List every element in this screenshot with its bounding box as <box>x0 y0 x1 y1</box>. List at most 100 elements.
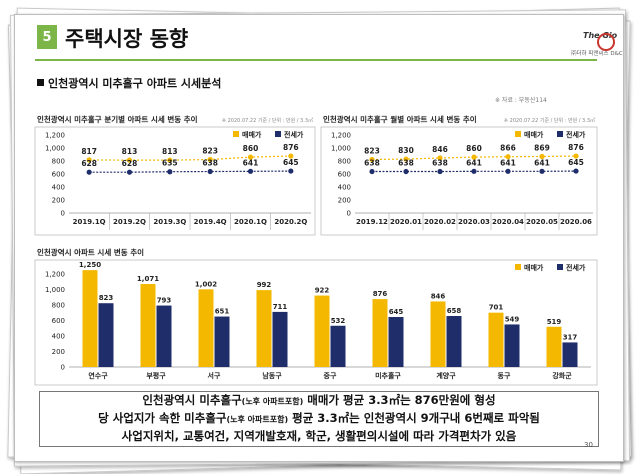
data-label: 628 <box>122 159 138 168</box>
data-label: 641 <box>500 158 516 167</box>
bar-sale <box>372 299 388 367</box>
data-label: 641 <box>243 158 259 167</box>
data-label: 638 <box>202 159 218 168</box>
x-tick-label: 계양구 <box>436 371 456 380</box>
legend-label-sale: 매매가 <box>524 130 544 139</box>
bar-data-label: 532 <box>331 317 346 325</box>
logo-subtitle: ㈜더하 피앤씨스 D&C <box>571 51 623 57</box>
y-tick-label: 1,200 <box>331 132 351 140</box>
data-label: 813 <box>162 147 178 156</box>
data-label: 813 <box>122 147 138 156</box>
x-tick-label: 2020.1Q <box>234 218 267 226</box>
bar-data-label: 658 <box>447 307 462 315</box>
data-label: 860 <box>243 144 259 153</box>
x-tick-label: 미추홀구 <box>375 371 401 380</box>
x-tick-label: 2019.3Q <box>153 218 186 226</box>
x-tick-label: 남동구 <box>262 371 282 380</box>
data-point-sale <box>369 156 375 163</box>
bar-sale <box>256 290 272 367</box>
page-number: 30 <box>584 441 593 449</box>
bar-data-label: 549 <box>505 315 520 323</box>
x-tick-label: 2020.04 <box>492 218 524 226</box>
logo-ring-icon <box>597 33 615 51</box>
data-point-sale <box>437 155 443 161</box>
data-point-sale <box>471 154 477 160</box>
data-point-sale <box>505 154 511 160</box>
data-point-jeonse <box>288 168 294 174</box>
data-label: 866 <box>500 144 516 153</box>
section-subtitle-text: 인천광역시 미추홀구 아파트 시세분석 <box>48 77 222 90</box>
bar-data-label: 1,002 <box>195 280 217 288</box>
x-tick-label: 동구 <box>498 372 511 380</box>
data-point-sale <box>167 157 173 163</box>
y-tick-label: 800 <box>52 302 65 310</box>
legend-swatch-jeonse <box>275 131 281 137</box>
bar-sale <box>198 289 214 367</box>
data-point-jeonse <box>126 169 133 175</box>
bar-jeonse <box>214 316 230 367</box>
chart-title-monthly: 인천광역시 미추홀구 월별 아파트 시세 변동 추이 <box>323 114 477 124</box>
data-label: 846 <box>432 145 448 154</box>
x-tick-label: 2019.12 <box>356 218 388 226</box>
data-point-jeonse <box>539 168 545 174</box>
summary-box: 인천광역시 미추홀구(노후 아파트포함) 매매가 평균 3.3㎡는 876만원에… <box>39 391 599 447</box>
x-tick-label: 연수구 <box>88 371 108 380</box>
data-point-sale <box>86 157 92 163</box>
y-tick-label: 0 <box>61 210 65 218</box>
data-point-sale <box>403 156 409 162</box>
data-point-jeonse <box>403 168 409 175</box>
legend-label-sale: 매매가 <box>242 130 262 139</box>
data-point-jeonse <box>207 168 213 175</box>
data-point-sale <box>126 157 133 163</box>
bar-data-label: 519 <box>547 318 562 326</box>
y-tick-label: 200 <box>52 197 65 205</box>
legend-label-jeonse: 전세가 <box>566 130 586 139</box>
section-number-badge: 5 <box>37 25 57 49</box>
legend-swatch-sale <box>233 131 239 137</box>
chart-note-quarterly: ※ 2020.07.22 기준 / 단위 : 만원 / 3.3㎡ <box>222 117 313 124</box>
x-tick-label: 2020.03 <box>458 218 490 226</box>
data-point-jeonse <box>86 169 92 175</box>
legend-label-sale: 매매가 <box>524 263 544 272</box>
bar-sale <box>314 295 330 367</box>
data-point-sale <box>539 153 545 160</box>
bar-data-label: 876 <box>373 290 388 298</box>
data-label: 638 <box>432 159 448 168</box>
y-tick-label: 1,000 <box>331 145 351 153</box>
page-title: 주택시장 동향 <box>65 27 189 51</box>
y-tick-label: 1,200 <box>45 132 65 140</box>
data-label: 628 <box>81 159 97 168</box>
bar-sale <box>546 326 562 367</box>
y-tick-label: 400 <box>338 184 351 192</box>
data-label: 876 <box>568 143 584 152</box>
x-tick-label: 2020.01 <box>390 218 422 226</box>
y-tick-label: 200 <box>338 197 351 205</box>
bar-sale <box>82 270 98 367</box>
bar-sale <box>140 283 156 367</box>
y-tick-label: 600 <box>52 171 65 179</box>
x-tick-label: 2020.02 <box>424 218 456 226</box>
legend-swatch-sale <box>515 131 521 137</box>
bar-jeonse <box>446 316 462 367</box>
y-tick-label: 200 <box>52 348 65 356</box>
bar-data-label: 711 <box>273 303 288 311</box>
data-label: 817 <box>81 147 97 156</box>
bar-data-label: 922 <box>315 287 330 295</box>
legend-swatch-jeonse <box>557 264 563 270</box>
x-tick-label: 2019.4Q <box>194 218 227 226</box>
summary-line-3: 사업지위치, 교통여건, 지역개발호재, 학군, 생활편의시설에 따라 가격편차… <box>121 429 517 443</box>
bar-data-label: 1,071 <box>137 275 159 283</box>
data-label: 635 <box>162 159 178 168</box>
y-tick-label: 1,200 <box>45 271 65 279</box>
data-label: 876 <box>283 143 299 152</box>
legend-label-jeonse: 전세가 <box>284 130 304 139</box>
data-label: 641 <box>466 158 482 167</box>
bar-sale <box>488 312 504 367</box>
x-tick-label: 강화군 <box>552 371 572 380</box>
data-point-sale <box>247 154 254 160</box>
x-tick-label: 2019.1Q <box>73 218 106 226</box>
data-label: 823 <box>364 147 380 156</box>
y-tick-label: 0 <box>61 364 65 372</box>
company-logo: The Gio ㈜더하 피앤씨스 D&C <box>571 31 623 65</box>
x-tick-label: 2020.2Q <box>274 218 307 226</box>
